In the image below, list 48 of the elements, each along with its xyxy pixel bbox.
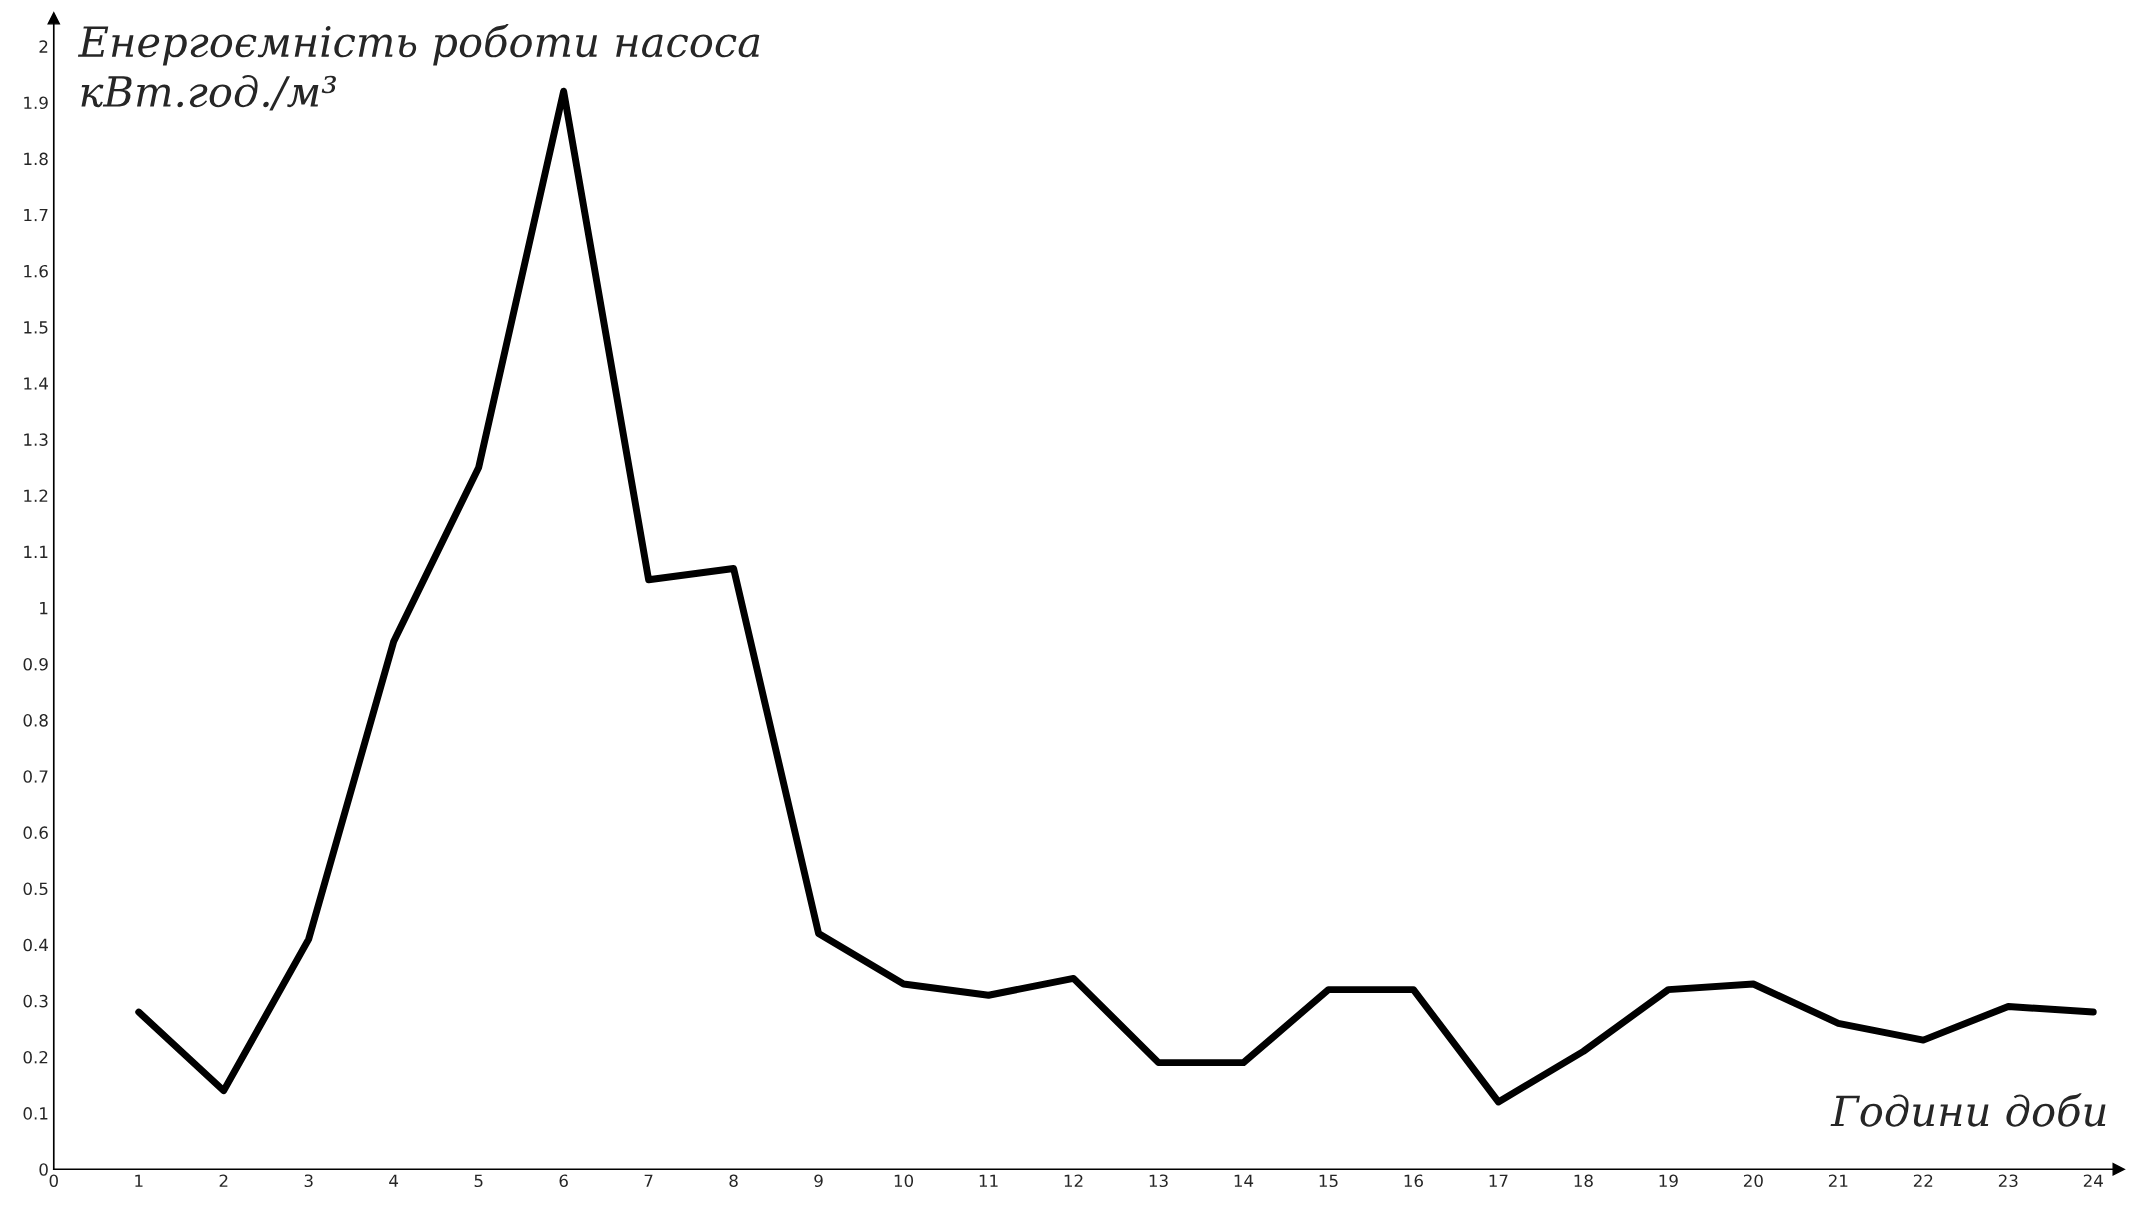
y-tick-label: 0.6	[23, 826, 48, 839]
x-tick-label: 14	[1234, 1174, 1254, 1187]
y-tick-label: 1.8	[24, 152, 48, 166]
y-tick-label: 2	[39, 40, 48, 53]
x-tick-label: 15	[1319, 1174, 1338, 1188]
x-tick-label: 12	[1064, 1174, 1083, 1187]
x-tick-label: 1	[135, 1174, 143, 1187]
x-tick-label: 18	[1574, 1174, 1593, 1188]
x-tick-label: 19	[1659, 1174, 1678, 1188]
y-tick-label: 0.8	[23, 714, 48, 727]
y-axis-title: Енергоємність роботи насоса кВт.год./м³	[77, 24, 760, 111]
y-tick-label: 1.3	[24, 433, 48, 446]
y-tick-label: 1.4	[24, 377, 48, 390]
x-tick-label: 10	[894, 1174, 914, 1188]
x-tick-label: 0	[49, 1174, 58, 1188]
x-axis-title: Години доби	[1830, 1093, 2106, 1127]
y-tick-label: 1.9	[24, 96, 48, 110]
x-tick-label: 4	[389, 1174, 399, 1187]
x-tick-label: 23	[1998, 1174, 2018, 1188]
x-tick-label: 17	[1489, 1174, 1508, 1187]
y-tick-label: 0.2	[23, 1050, 48, 1064]
x-tick-label: 13	[1149, 1174, 1168, 1188]
y-tick-label: 0.5	[23, 882, 48, 896]
x-tick-label: 22	[1913, 1174, 1933, 1187]
x-tick-label: 5	[474, 1174, 483, 1188]
y-tick-label: 0.7	[23, 770, 48, 783]
y-tick-label: 0.4	[23, 938, 48, 952]
x-tick-label: 7	[644, 1174, 653, 1187]
x-tick-label: 20	[1743, 1174, 1763, 1188]
y-tick-label: 1.6	[24, 264, 48, 278]
x-tick-label: 2	[219, 1174, 228, 1187]
x-tick-label: 11	[979, 1174, 998, 1187]
y-tick-label: 0	[39, 1163, 48, 1176]
y-tick-label: 0.3	[23, 994, 48, 1008]
y-tick-label: 0.1	[23, 1107, 48, 1120]
y-tick-label: 1.5	[24, 321, 48, 334]
y-tick-label: 1.1	[24, 545, 48, 558]
y-tick-label: 1	[40, 601, 48, 615]
x-tick-label: 8	[729, 1174, 738, 1188]
x-tick-label: 9	[814, 1174, 823, 1188]
x-tick-label: 16	[1404, 1174, 1423, 1188]
y-tick-label: 0.9	[23, 657, 48, 671]
x-tick-label: 24	[2083, 1174, 2103, 1187]
x-tick-label: 3	[304, 1174, 313, 1188]
x-tick-label: 21	[1828, 1174, 1848, 1187]
y-tick-label: 1.7	[24, 208, 48, 222]
x-tick-label: 6	[559, 1174, 568, 1188]
y-tick-label: 1.2	[24, 489, 48, 502]
